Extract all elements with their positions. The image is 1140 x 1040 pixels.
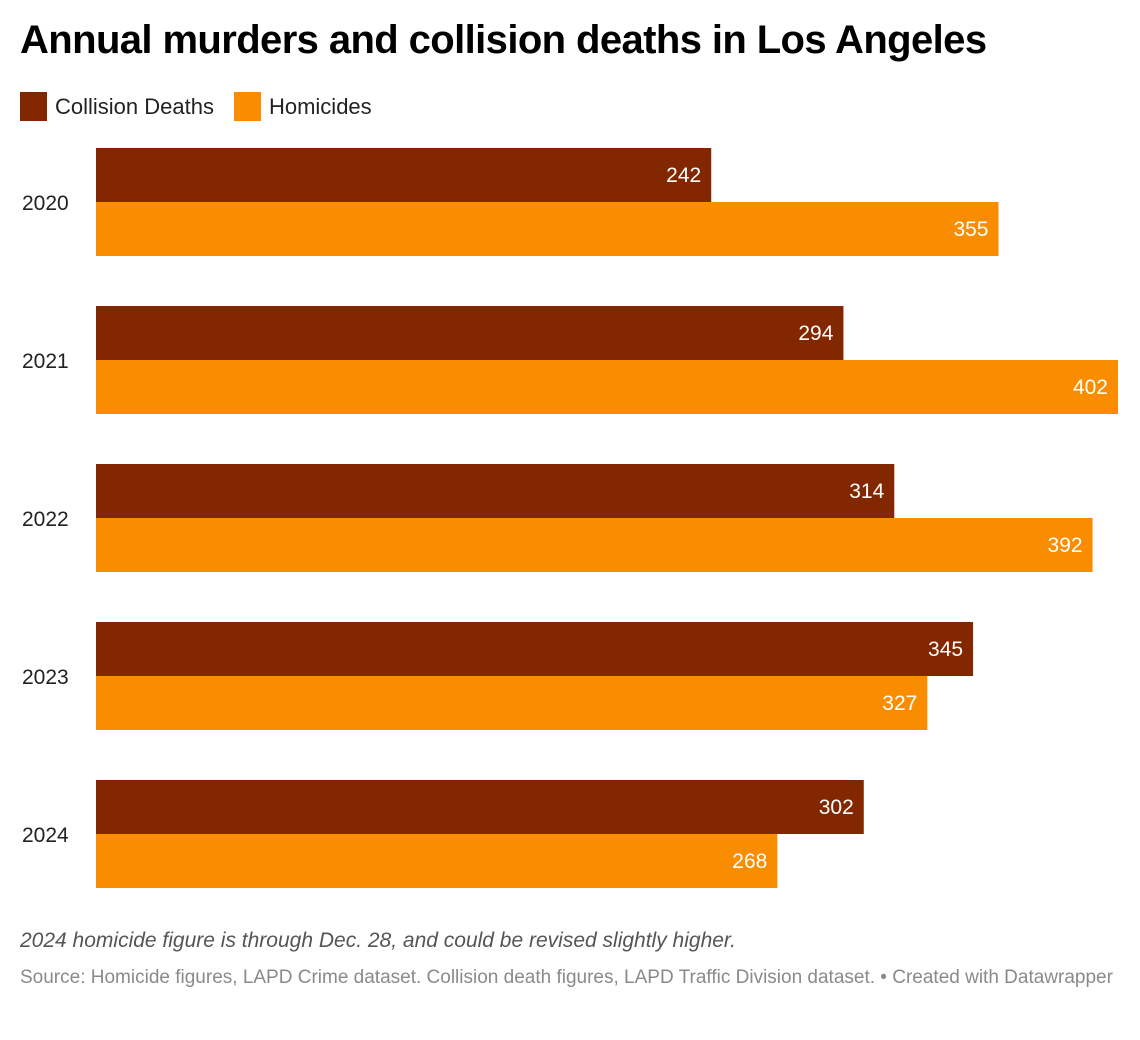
value-label-collision-deaths-2024: 302 (819, 796, 854, 819)
bar-homicides-2022 (96, 518, 1093, 572)
bar-collision-deaths-2024 (96, 780, 864, 834)
value-label-collision-deaths-2020: 242 (666, 164, 701, 187)
category-label-2023: 2023 (22, 666, 69, 689)
legend-item-homicides: Homicides (233, 92, 372, 121)
legend-label-homicides: Homicides (268, 93, 372, 119)
value-label-homicides-2021: 402 (1073, 376, 1108, 399)
value-label-homicides-2023: 327 (882, 692, 917, 715)
footnote: 2024 homicide figure is through Dec. 28,… (20, 929, 736, 952)
value-label-collision-deaths-2022: 314 (849, 480, 884, 503)
chart-title: Annual murders and collision deaths in L… (20, 18, 987, 62)
bar-collision-deaths-2021 (96, 306, 844, 360)
bar-homicides-2020 (96, 202, 999, 256)
bar-homicides-2023 (96, 676, 928, 730)
source-credit: Source: Homicide figures, LAPD Crime dat… (20, 967, 1113, 988)
bar-homicides-2024 (96, 834, 778, 888)
value-label-homicides-2022: 392 (1048, 534, 1083, 557)
bar-chart: 2020 242 355 2021 294 402 2022 314 392 2023 345 327… (22, 148, 1118, 888)
legend-swatch-homicides (233, 92, 261, 121)
value-label-homicides-2020: 355 (953, 218, 988, 241)
category-label-2022: 2022 (22, 508, 69, 531)
category-label-2024: 2024 (22, 824, 69, 847)
bar-collision-deaths-2022 (96, 464, 895, 518)
category-label-2021: 2021 (22, 350, 69, 373)
bar-collision-deaths-2023 (96, 622, 974, 676)
legend: Collision Deaths Homicides (20, 92, 372, 121)
value-label-collision-deaths-2021: 294 (798, 322, 833, 345)
legend-swatch-collision-deaths (20, 92, 47, 121)
bar-homicides-2021 (96, 360, 1118, 414)
value-label-homicides-2024: 268 (732, 850, 767, 873)
bar-collision-deaths-2020 (96, 148, 712, 202)
category-label-2020: 2020 (22, 192, 69, 215)
legend-label-collision-deaths: Collision Deaths (55, 93, 214, 119)
legend-item-collision-deaths: Collision Deaths (20, 92, 214, 121)
value-label-collision-deaths-2023: 345 (928, 638, 963, 661)
